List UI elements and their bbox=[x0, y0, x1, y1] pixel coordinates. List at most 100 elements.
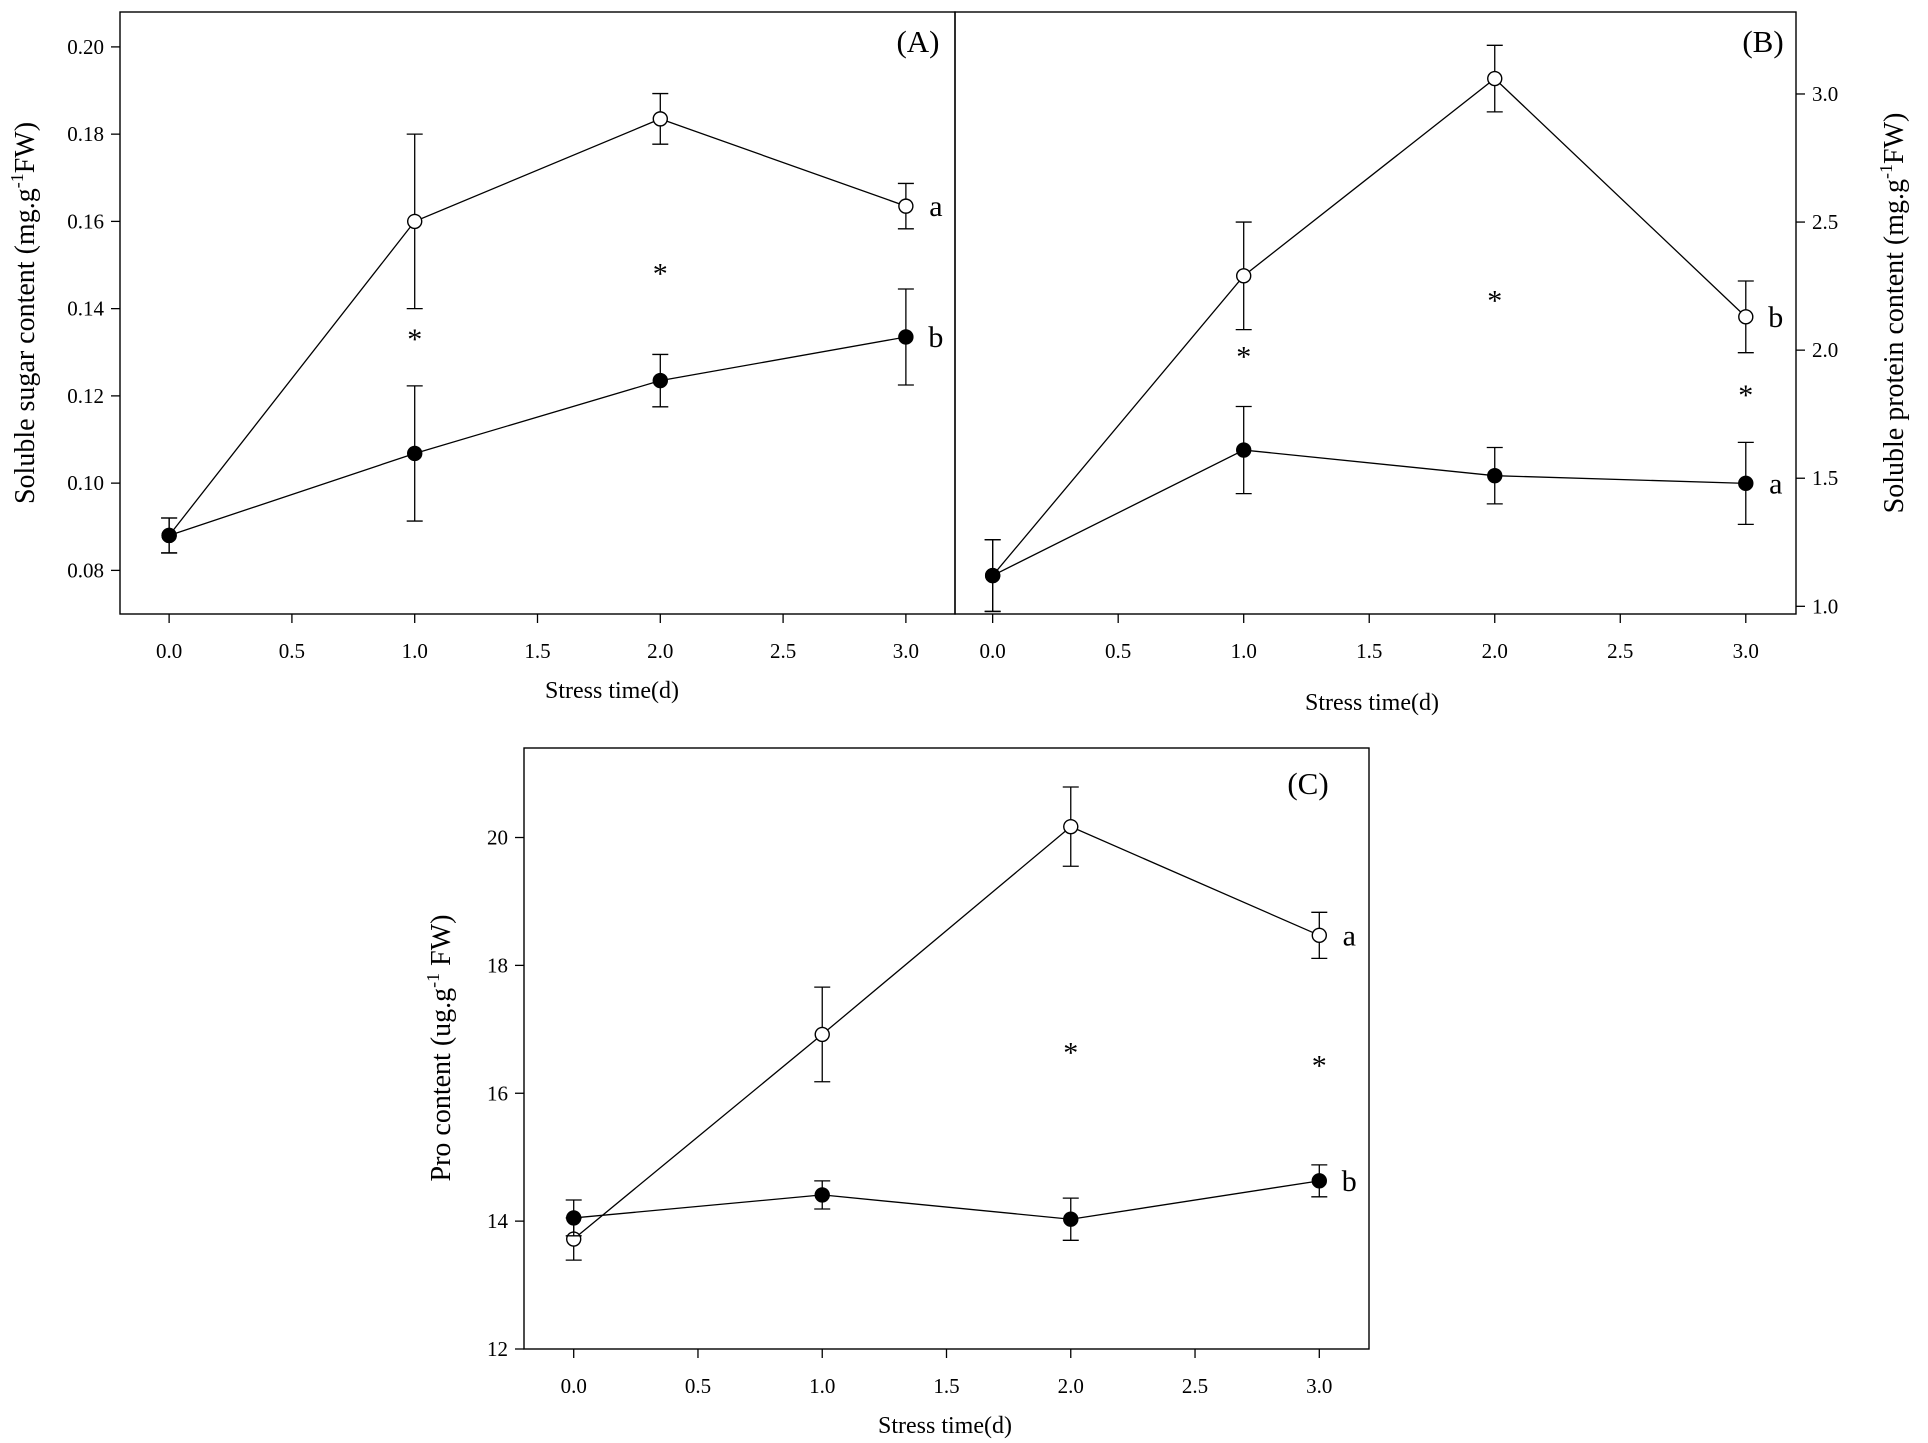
data-point-filled bbox=[161, 527, 177, 544]
significance-asterisk: * bbox=[1738, 379, 1753, 412]
x-tick-label: 0.0 bbox=[561, 1374, 587, 1398]
chart-panel-2: 0.0 0.5 1.0 1.5 2.0 2.5 3.0 1.0 1.5 2.0 2.5 3.0 Stre… bbox=[954, 11, 1910, 716]
y-tick-label: 0.14 bbox=[67, 297, 104, 321]
data-point-filled bbox=[1063, 1211, 1079, 1227]
data-point-open bbox=[407, 213, 423, 230]
data-point-filled bbox=[1236, 442, 1252, 458]
y-axis-label-superscript: -1 bbox=[423, 973, 443, 988]
y-tick-label: 0.20 bbox=[67, 35, 104, 59]
y-tick-label: 20 bbox=[487, 826, 508, 850]
y-axis-label: Soluble protein content (mg.g-1FW) bbox=[1876, 113, 1910, 514]
y-tick-label: 3.0 bbox=[1812, 82, 1838, 106]
data-point-open bbox=[1311, 927, 1327, 944]
group-label: b bbox=[1342, 1165, 1357, 1198]
x-tick-label: 0.5 bbox=[1105, 639, 1131, 663]
series-line bbox=[573, 1180, 1320, 1220]
y-axis-label: Pro content (ug.g-1 FW) bbox=[423, 915, 457, 1182]
data-point-filled bbox=[407, 445, 423, 462]
group-label: a bbox=[929, 190, 942, 223]
panel-label: (A) bbox=[896, 24, 939, 59]
panel-label: (B) bbox=[1742, 24, 1783, 59]
x-tick-label: 2.5 bbox=[770, 639, 796, 663]
data-point-filled bbox=[566, 1210, 582, 1226]
x-tick-label: 0.5 bbox=[279, 639, 305, 663]
x-tick-label: 2.5 bbox=[1607, 639, 1633, 663]
x-tick-label: 1.5 bbox=[524, 639, 550, 663]
plot-frame bbox=[523, 747, 1370, 1350]
x-tick-label: 2.0 bbox=[1058, 1374, 1084, 1398]
group-label: a bbox=[1769, 467, 1782, 500]
significance-asterisk: * bbox=[1063, 1037, 1078, 1070]
x-tick-label: 3.0 bbox=[1306, 1374, 1332, 1398]
y-tick-label: 2.5 bbox=[1812, 210, 1838, 234]
plot-frame bbox=[954, 11, 1797, 615]
y-tick-label: 1.0 bbox=[1812, 594, 1838, 618]
chart-panel-3: 0.0 0.5 1.0 1.5 2.0 2.5 3.0 12 14 16 18 20 Stress ti… bbox=[423, 747, 1370, 1439]
x-axis-label: Stress time(d) bbox=[545, 678, 679, 704]
panel-label: (C) bbox=[1287, 766, 1328, 801]
data-point-filled bbox=[652, 372, 668, 389]
group-label: a bbox=[1343, 919, 1356, 952]
significance-asterisk: * bbox=[1312, 1049, 1327, 1082]
data-point-open bbox=[1738, 309, 1754, 325]
x-tick-label: 0.0 bbox=[156, 639, 182, 663]
y-tick-label: 0.16 bbox=[67, 209, 104, 233]
series-line bbox=[168, 118, 907, 536]
series-line bbox=[573, 825, 1320, 1240]
x-axis-label: Stress time(d) bbox=[878, 1413, 1012, 1439]
x-tick-label: 0.0 bbox=[980, 639, 1006, 663]
data-point-filled bbox=[1738, 475, 1754, 492]
data-point-filled bbox=[814, 1187, 830, 1203]
x-tick-label: 3.0 bbox=[1733, 639, 1759, 663]
y-tick-label: 0.08 bbox=[67, 558, 104, 582]
plot-frame bbox=[119, 11, 956, 615]
y-axis-label-main: Pro content (ug.g bbox=[426, 988, 457, 1182]
x-tick-label: 1.5 bbox=[1356, 639, 1382, 663]
x-tick-label: 0.5 bbox=[685, 1374, 711, 1398]
series-line bbox=[992, 449, 1746, 577]
data-point-open bbox=[1063, 818, 1079, 835]
y-axis-label-tail: FW) bbox=[10, 122, 41, 173]
significance-asterisk: * bbox=[407, 323, 422, 356]
y-axis-label: Soluble sugar content (mg.g-1FW) bbox=[7, 122, 41, 504]
y-tick-label: 0.12 bbox=[67, 384, 104, 408]
significance-asterisk: * bbox=[1236, 341, 1251, 374]
y-axis-label-tail: FW) bbox=[426, 915, 457, 973]
data-point-open bbox=[652, 111, 668, 127]
series-line bbox=[992, 77, 1747, 576]
x-tick-label: 1.0 bbox=[1231, 639, 1257, 663]
chart-panel-1: 0.0 0.5 1.0 1.5 2.0 2.5 3.0 0.08 0.10 0.12 0.14 0.1… bbox=[7, 11, 956, 704]
y-axis-label-tail: FW) bbox=[1879, 113, 1910, 164]
series-filled: b bbox=[161, 288, 943, 554]
data-point-filled bbox=[1487, 467, 1503, 484]
x-tick-label: 2.5 bbox=[1182, 1374, 1208, 1398]
data-point-filled bbox=[898, 329, 914, 345]
significance-asterisk: * bbox=[1487, 284, 1502, 317]
data-point-open bbox=[1487, 70, 1503, 87]
x-tick-label: 3.0 bbox=[893, 639, 919, 663]
y-tick-label: 2.0 bbox=[1812, 338, 1838, 362]
series-open: a bbox=[161, 92, 943, 554]
x-axis-label: Stress time(d) bbox=[1305, 690, 1439, 716]
data-point-filled bbox=[984, 567, 1001, 584]
group-label: b bbox=[1768, 301, 1783, 334]
data-point-filled bbox=[1311, 1173, 1327, 1189]
data-point-open bbox=[814, 1026, 830, 1043]
data-point-open bbox=[898, 198, 914, 214]
x-tick-label: 2.0 bbox=[647, 639, 673, 663]
series-filled: a bbox=[984, 405, 1782, 613]
x-tick-label: 2.0 bbox=[1482, 639, 1508, 663]
y-tick-label: 1.5 bbox=[1812, 466, 1838, 490]
x-tick-label: 1.5 bbox=[933, 1374, 959, 1398]
y-tick-label: 12 bbox=[487, 1337, 508, 1361]
data-point-open bbox=[1236, 268, 1252, 284]
y-axis-label-main: Soluble sugar content (mg.g bbox=[10, 188, 41, 504]
y-tick-label: 0.10 bbox=[67, 471, 104, 495]
series-filled: b bbox=[565, 1164, 1357, 1241]
y-tick-label: 18 bbox=[487, 953, 508, 977]
series-open: a bbox=[565, 786, 1356, 1261]
x-tick-label: 1.0 bbox=[402, 639, 428, 663]
x-tick-label: 1.0 bbox=[809, 1374, 835, 1398]
significance-asterisk: * bbox=[653, 257, 668, 290]
